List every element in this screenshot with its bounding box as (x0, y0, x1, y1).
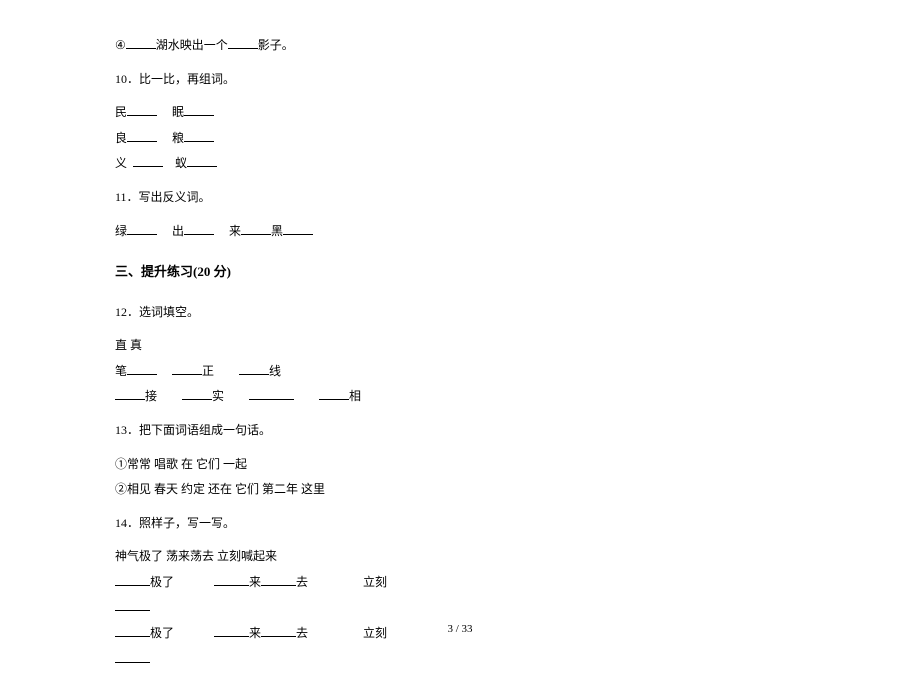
q12-word: 相 (349, 389, 361, 403)
question-4: ④ 湖水映出一个 影子。 (115, 35, 805, 57)
page-number: 3 / 33 (0, 623, 920, 635)
blank (184, 102, 214, 116)
q10-row: 民眠 (115, 102, 805, 124)
blank (241, 221, 271, 235)
q10-row: 义蚁 (115, 153, 805, 175)
blank (127, 221, 157, 235)
q10-title: 10．比一比，再组词。 (115, 69, 805, 91)
blank (184, 221, 214, 235)
q4-text1: 湖水映出一个 (156, 38, 228, 52)
q12-title: 12．选词填空。 (115, 302, 805, 324)
q14-word: 极了 (150, 575, 174, 589)
blank (249, 386, 294, 400)
blank (283, 221, 313, 235)
q14-word: 去 (296, 575, 308, 589)
q11-word: 黑 (271, 224, 283, 238)
q12-word: 笔 (115, 364, 127, 378)
blank (187, 153, 217, 167)
q14-word: 立刻 (363, 575, 387, 589)
q13-line2: ②相见 春天 约定 还在 它们 第二年 这里 (115, 479, 805, 501)
q12-word: 实 (212, 389, 224, 403)
q10-row: 良粮 (115, 128, 805, 150)
blank (184, 128, 214, 142)
q14-row-tail (115, 597, 805, 619)
blank (127, 361, 157, 375)
blank (319, 386, 349, 400)
blank (115, 386, 145, 400)
q14-example: 神气极了 荡来荡去 立刻喊起来 (115, 546, 805, 568)
q12-row2: 接实相 (115, 386, 805, 408)
q4-text2: 影子。 (258, 38, 294, 52)
blank (126, 35, 156, 49)
q10-right: 眠 (172, 105, 184, 119)
q11-word: 来 (229, 224, 241, 238)
blank (261, 572, 296, 586)
q14-row: 极了 来 去 立刻 (115, 572, 805, 594)
q4-prefix: ④ (115, 38, 126, 52)
blank (228, 35, 258, 49)
q12-word: 线 (269, 364, 281, 378)
q11-title: 11．写出反义词。 (115, 187, 805, 209)
blank (133, 153, 163, 167)
blank (172, 361, 202, 375)
blank (182, 386, 212, 400)
q10-left: 良 (115, 131, 127, 145)
q13-line1: ①常常 唱歌 在 它们 一起 (115, 454, 805, 476)
q14-title: 14．照样子，写一写。 (115, 513, 805, 535)
q11-word: 出 (172, 224, 184, 238)
q10-right: 蚁 (175, 156, 187, 170)
q12-row1: 笔正线 (115, 361, 805, 383)
q13-title: 13．把下面词语组成一句话。 (115, 420, 805, 442)
page-content: ④湖水映出一个影子。 10．比一比，再组词。 民眠 良粮 义蚁 11．写出反义词… (0, 0, 920, 694)
q14-row-tail (115, 649, 805, 671)
blank (214, 572, 249, 586)
q14-word: 来 (249, 575, 261, 589)
q11-word: 绿 (115, 224, 127, 238)
blank (239, 361, 269, 375)
blank (127, 102, 157, 116)
blank (115, 572, 150, 586)
q11-row: 绿出来黑 (115, 221, 805, 243)
blank (115, 649, 150, 663)
q12-word: 正 (202, 364, 214, 378)
blank (115, 597, 150, 611)
section-3-title: 三、提升练习(20 分) (115, 260, 805, 283)
q10-right: 粮 (172, 131, 184, 145)
q10-left: 民 (115, 105, 127, 119)
q12-hint: 直 真 (115, 335, 805, 357)
q10-left: 义 (115, 156, 127, 170)
q12-word: 接 (145, 389, 157, 403)
blank (127, 128, 157, 142)
